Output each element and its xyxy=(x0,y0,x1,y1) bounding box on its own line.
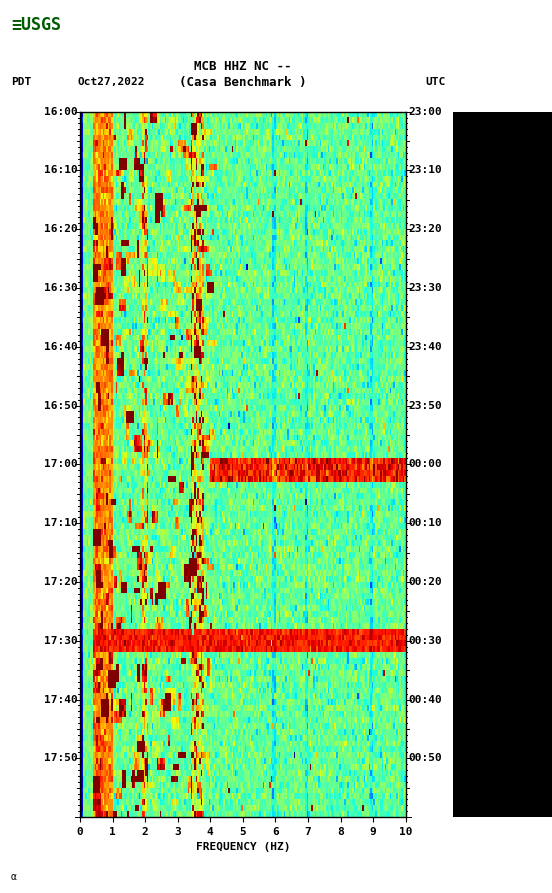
Text: 16:10: 16:10 xyxy=(44,165,77,175)
Text: 00:50: 00:50 xyxy=(408,754,442,764)
Text: 00:40: 00:40 xyxy=(408,695,442,705)
Text: 23:00: 23:00 xyxy=(408,106,442,117)
Text: 00:20: 00:20 xyxy=(408,577,442,587)
Text: 17:10: 17:10 xyxy=(44,518,77,528)
Text: 00:30: 00:30 xyxy=(408,636,442,646)
Text: 17:20: 17:20 xyxy=(44,577,77,587)
Text: UTC: UTC xyxy=(425,77,445,88)
Text: 17:50: 17:50 xyxy=(44,754,77,764)
Text: ≡USGS: ≡USGS xyxy=(11,16,61,34)
Text: 16:50: 16:50 xyxy=(44,401,77,411)
Text: 23:50: 23:50 xyxy=(408,401,442,411)
Text: 23:30: 23:30 xyxy=(408,283,442,293)
Text: 00:00: 00:00 xyxy=(408,459,442,470)
Text: 23:20: 23:20 xyxy=(408,224,442,234)
Text: 00:10: 00:10 xyxy=(408,518,442,528)
X-axis label: FREQUENCY (HZ): FREQUENCY (HZ) xyxy=(195,842,290,853)
Text: 17:30: 17:30 xyxy=(44,636,77,646)
Text: 17:00: 17:00 xyxy=(44,459,77,470)
Text: 23:40: 23:40 xyxy=(408,342,442,352)
Text: 16:00: 16:00 xyxy=(44,106,77,117)
Text: (Casa Benchmark ): (Casa Benchmark ) xyxy=(179,76,306,88)
Text: MCB HHZ NC --: MCB HHZ NC -- xyxy=(194,61,291,73)
Text: 23:10: 23:10 xyxy=(408,165,442,175)
Text: Oct27,2022: Oct27,2022 xyxy=(77,77,145,88)
Text: 16:30: 16:30 xyxy=(44,283,77,293)
Text: 17:40: 17:40 xyxy=(44,695,77,705)
Text: α: α xyxy=(11,872,17,882)
Text: 16:20: 16:20 xyxy=(44,224,77,234)
Text: 16:40: 16:40 xyxy=(44,342,77,352)
Text: PDT: PDT xyxy=(11,77,31,88)
